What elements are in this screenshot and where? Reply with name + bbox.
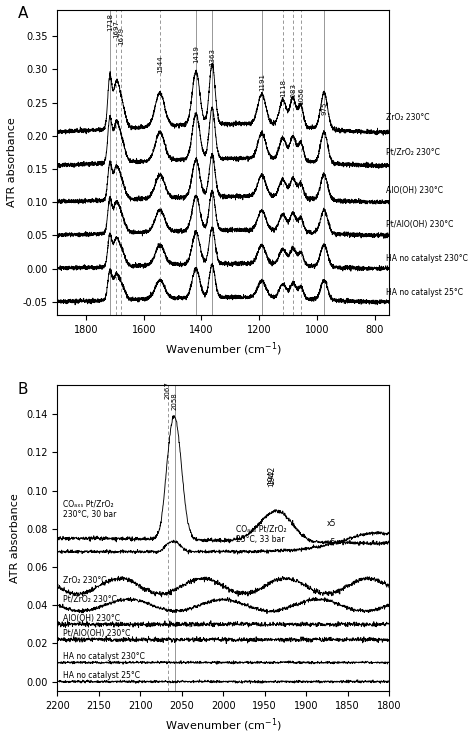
Text: AlO(OH) 230°C: AlO(OH) 230°C [385, 186, 443, 195]
Text: Pt/ZrO₂ 230°C: Pt/ZrO₂ 230°C [63, 595, 117, 604]
Text: 1942: 1942 [268, 469, 274, 487]
Text: x5: x5 [327, 519, 336, 528]
Text: Pt/AlO(OH) 230°C: Pt/AlO(OH) 230°C [385, 220, 453, 229]
Text: 1363: 1363 [209, 48, 215, 66]
Text: AlO(OH) 230°C: AlO(OH) 230°C [63, 614, 120, 623]
Text: HA no catalyst 25°C: HA no catalyst 25°C [385, 288, 463, 296]
Text: Pt/AlO(OH) 230°C: Pt/AlO(OH) 230°C [63, 629, 130, 638]
Text: 1083: 1083 [290, 83, 296, 102]
Text: Pt/ZrO₂ 230°C: Pt/ZrO₂ 230°C [385, 147, 439, 156]
Text: HA no catalyst 230°C: HA no catalyst 230°C [385, 253, 467, 263]
Text: 1544: 1544 [157, 55, 163, 73]
Text: 1718: 1718 [107, 13, 113, 31]
Text: B: B [18, 382, 28, 397]
X-axis label: Wavenumber (cm$^{-1}$): Wavenumber (cm$^{-1}$) [164, 341, 282, 358]
X-axis label: Wavenumber (cm$^{-1}$): Wavenumber (cm$^{-1}$) [164, 717, 282, 734]
Text: COₐₓₛ Pt/ZrO₂
230°C, 30 bar: COₐₓₛ Pt/ZrO₂ 230°C, 30 bar [63, 500, 117, 519]
Text: 1679: 1679 [118, 27, 124, 44]
Y-axis label: ATR absorbance: ATR absorbance [10, 494, 20, 583]
Text: 1118: 1118 [280, 79, 286, 97]
Text: HA no catalyst 230°C: HA no catalyst 230°C [63, 652, 145, 661]
Text: 1056: 1056 [298, 87, 304, 105]
Text: 1191: 1191 [259, 73, 265, 90]
Y-axis label: ATR absorbance: ATR absorbance [7, 118, 17, 207]
Text: 2058: 2058 [172, 393, 178, 411]
Text: COₐₓₛ Pt/ZrO₂
25°C, 33 bar: COₐₓₛ Pt/ZrO₂ 25°C, 33 bar [236, 525, 286, 544]
Text: ZrO₂ 230°C: ZrO₂ 230°C [385, 113, 429, 122]
Text: 2067: 2067 [164, 381, 171, 399]
Text: ZrO₂ 230°C: ZrO₂ 230°C [63, 576, 107, 585]
Text: 1419: 1419 [193, 44, 199, 63]
Text: 1942: 1942 [267, 465, 276, 485]
Text: 975: 975 [321, 102, 327, 115]
Text: x5: x5 [327, 538, 336, 547]
Text: 1697: 1697 [113, 20, 119, 38]
Text: HA no catalyst 25°C: HA no catalyst 25°C [63, 671, 140, 680]
Text: A: A [18, 7, 28, 21]
